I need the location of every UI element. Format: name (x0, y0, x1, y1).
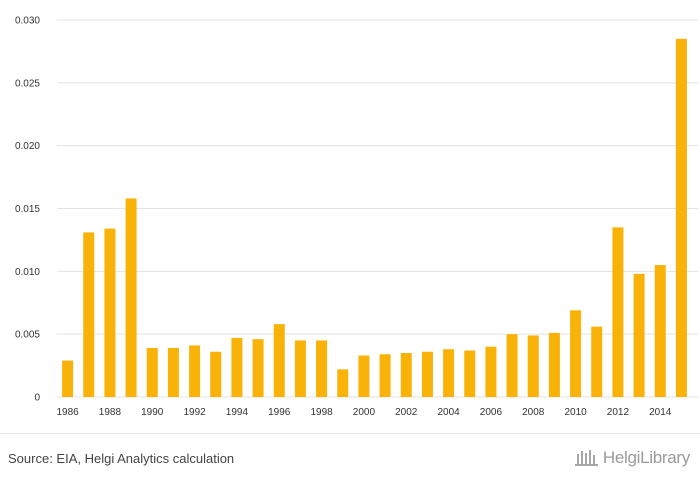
x-tick-label: 2000 (353, 407, 376, 418)
bar-2014 (654, 265, 666, 397)
bar-1995 (252, 339, 264, 397)
y-tick-label: 0.015 (15, 204, 40, 215)
bar-2009 (548, 332, 560, 397)
bar-2011 (591, 326, 603, 397)
bar-1997 (294, 340, 306, 397)
bar-2001 (379, 354, 391, 397)
bar-2010 (570, 310, 582, 397)
x-tick-label: 2002 (395, 407, 418, 418)
x-tick-label: 2008 (522, 407, 545, 418)
helgi-library-logo[interactable]: HelgiLibrary (574, 448, 690, 468)
bar-1989 (125, 198, 137, 397)
bar-1990 (146, 347, 158, 397)
bar-1986 (62, 360, 74, 397)
y-tick-label: 0.020 (15, 141, 40, 152)
bar-2012 (612, 227, 624, 397)
y-tick-label: 0.010 (15, 267, 40, 278)
bar-2000 (358, 355, 370, 397)
helgi-library-logo-icon (574, 450, 598, 466)
gridlines (57, 19, 698, 398)
bar-2002 (400, 353, 412, 397)
bar-2008 (527, 335, 539, 397)
bar-2004 (443, 349, 455, 397)
y-tick-label: 0 (34, 393, 40, 404)
bar-1998 (316, 340, 328, 397)
bars (62, 38, 687, 397)
x-tick-label: 2014 (649, 407, 672, 418)
y-tick-label: 0.005 (15, 330, 40, 341)
bar-1993 (210, 351, 222, 397)
y-tick-label: 0.025 (15, 78, 40, 89)
bar-1992 (189, 345, 201, 397)
y-axis-tick-labels: 0 0.005 0.010 0.015 0.020 0.025 0.030 (15, 16, 40, 404)
x-tick-label: 1986 (56, 407, 79, 418)
x-tick-label: 2006 (480, 407, 503, 418)
x-tick-label: 2004 (437, 407, 460, 418)
bar-2005 (464, 350, 476, 397)
bar-2006 (485, 346, 497, 397)
bar-chart: 0 0.005 0.010 0.015 0.020 0.025 0.030 1986 1988… (15, 16, 698, 418)
bar-2007 (506, 334, 518, 397)
bar-1996 (273, 324, 285, 397)
bar-2015 (675, 38, 687, 397)
footer-divider (0, 433, 700, 434)
x-tick-label: 1992 (183, 407, 206, 418)
bar-1999 (337, 369, 349, 397)
bar-1994 (231, 337, 243, 397)
x-tick-label: 1996 (268, 407, 291, 418)
bar-1987 (83, 232, 95, 397)
x-tick-label: 1994 (226, 407, 249, 418)
bar-1991 (167, 347, 179, 397)
x-tick-label: 2010 (564, 407, 587, 418)
x-axis-tick-labels: 1986 1988 1990 1992 1994 1996 1998 2000 2002 2004… (56, 407, 671, 418)
source-note: Source: EIA, Helgi Analytics calculation (8, 451, 235, 466)
bar-1988 (104, 228, 116, 397)
x-tick-label: 1988 (99, 407, 122, 418)
x-tick-label: 1998 (310, 407, 333, 418)
y-tick-label: 0.030 (15, 16, 40, 27)
logo-wordmark: HelgiLibrary (602, 448, 690, 467)
bar-2003 (421, 351, 433, 397)
x-tick-label: 2012 (607, 407, 630, 418)
x-tick-label: 1990 (141, 407, 164, 418)
bar-2013 (633, 273, 645, 397)
